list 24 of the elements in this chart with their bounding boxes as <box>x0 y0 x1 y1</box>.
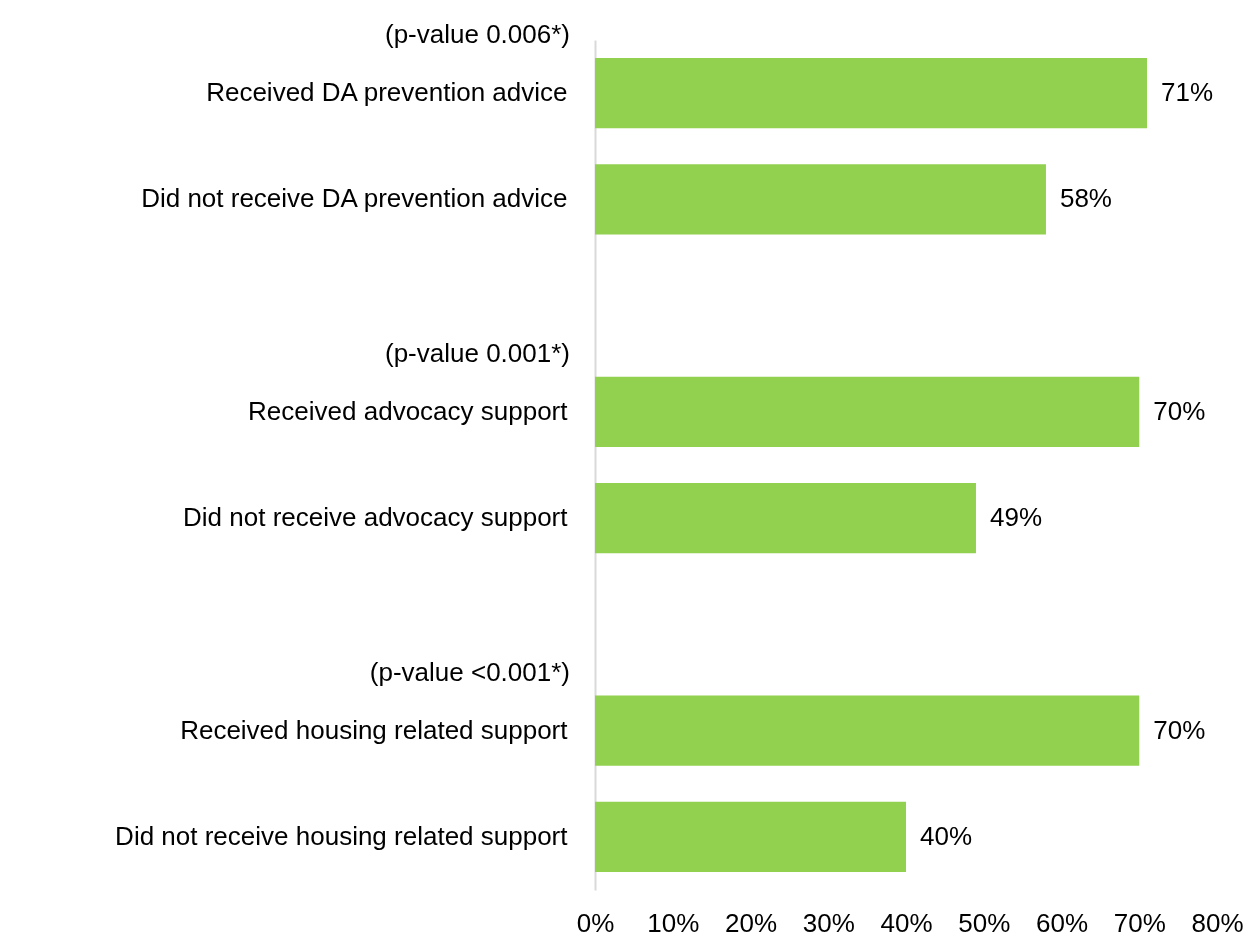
y-tick-label: Received DA prevention advice <box>206 77 568 108</box>
text: (p-value 0.001*) <box>385 337 570 368</box>
x-tick-label: 20% <box>724 907 778 938</box>
x-tick-label: 30% <box>802 907 855 938</box>
data-label: 58% <box>1059 183 1112 214</box>
x-tick-label: 60% <box>1035 907 1089 938</box>
x-tick-label: 80% <box>1191 907 1244 938</box>
data-label: 40% <box>920 820 973 851</box>
text: (p-value <0.001*) <box>369 656 570 687</box>
data-label: 70% <box>1153 395 1206 426</box>
y-tick-label: Did not receive advocacy support <box>183 502 569 533</box>
data-label: 70% <box>1153 714 1206 745</box>
x-tick-label: 50% <box>958 907 1011 938</box>
x-tick-label: 70% <box>1113 907 1166 938</box>
y-tick-label: Received housing related support <box>180 714 569 745</box>
data-label: 71% <box>1161 77 1214 108</box>
x-tick-label: 40% <box>880 907 933 938</box>
y-tick-label: Did not receive DA prevention advice <box>141 183 568 214</box>
x-tick-label: 10% <box>647 907 700 938</box>
text: (p-value 0.006*) <box>385 19 570 50</box>
data-label: 49% <box>989 502 1043 533</box>
x-tick-label: 0% <box>576 907 615 938</box>
y-tick-label: Received advocacy support <box>248 395 569 426</box>
y-tick-label: Did not receive housing related support <box>115 820 569 851</box>
